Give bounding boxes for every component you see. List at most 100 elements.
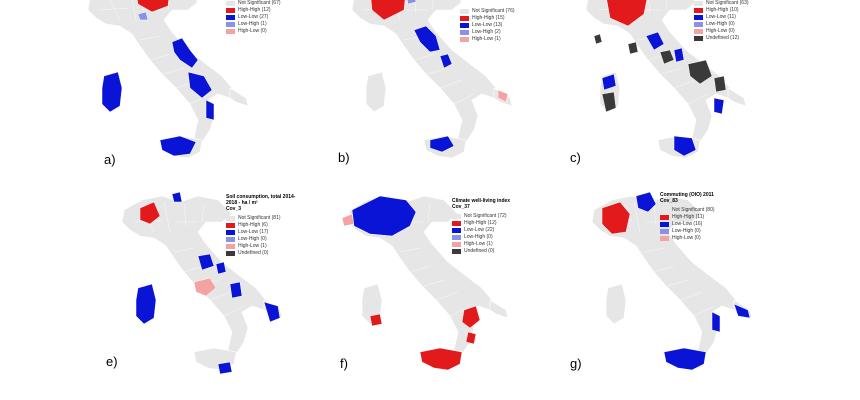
legend-item: High-High (15) [460, 15, 515, 22]
legend-item: Not Significant (76) [460, 8, 515, 15]
panel-letter: b) [338, 150, 350, 165]
legend-label: High-High (15) [472, 15, 505, 21]
legend-swatch [226, 216, 235, 221]
panel-b: Not Significant (76) High-High (15) Low-Lo… [330, 0, 616, 200]
legend-item: Low-High (0) [660, 228, 715, 235]
panel-letter: e) [106, 354, 118, 369]
legend-label: High-High (12) [238, 7, 271, 13]
legend-label: Not Significant (76) [472, 8, 515, 14]
legend-swatch [226, 237, 235, 242]
italy-map [121, 192, 283, 375]
legend-label: High-High (11) [672, 214, 705, 220]
legend-label: Not Significant (80) [672, 207, 715, 213]
legend-item: Low-Low (13) [460, 22, 515, 29]
legend-subtitle: Cov_83 [660, 198, 678, 204]
cluster-low-low [187, 71, 213, 99]
legend-label: Undefined (0) [238, 250, 269, 256]
cluster-low-low [413, 25, 441, 53]
legend-swatch [226, 29, 235, 34]
legend-label: Low-High (0) [464, 234, 493, 240]
cluster-high-high [606, 0, 648, 27]
legend-swatch [660, 222, 669, 227]
legend-swatch [226, 22, 235, 27]
legend-item: Not Significant (67) [226, 0, 281, 7]
legend: Not Significant (67) High-High (12) Low-Lo… [226, 0, 281, 35]
cluster-low-low [135, 283, 157, 325]
legend-label: High-High (10) [706, 7, 739, 13]
legend-label: Low-Low (17) [238, 229, 269, 235]
cluster-low-low [215, 261, 227, 275]
legend-swatch [660, 229, 669, 234]
cluster-high-high [601, 201, 631, 235]
legend-swatch [694, 29, 703, 34]
cluster-low-low [673, 135, 697, 157]
legend-label: High-Low (1) [238, 243, 267, 249]
legend-item: High-Low (0) [226, 28, 281, 35]
legend-title: Climate well-living index [452, 198, 511, 204]
legend-label: Low-Low (13) [472, 22, 503, 28]
legend-swatch [460, 9, 469, 14]
cluster-undefined [601, 91, 617, 113]
italy-map [341, 195, 509, 371]
legend-item: Low-High (1) [226, 21, 281, 28]
cluster-low-low [601, 73, 617, 91]
italy-map [351, 0, 513, 159]
cluster-high-low [497, 89, 509, 103]
legend-swatch [452, 221, 461, 226]
legend-item: Low-Low (17) [226, 229, 296, 236]
cluster-high-high [461, 305, 481, 329]
cluster-low-high [137, 11, 149, 21]
legend-item: High-Low (0) [694, 28, 749, 35]
legend-swatch [226, 1, 235, 6]
legend-swatch [452, 242, 461, 247]
legend-label: High-Low (1) [472, 36, 501, 42]
legend-swatch [460, 30, 469, 35]
panel-letter: f) [340, 356, 348, 371]
legend: Soil consumption, total 2014-2018 - ha /… [226, 194, 296, 257]
cluster-low-low [429, 135, 455, 153]
legend-label: Low-Low (22) [464, 227, 495, 233]
legend-item: High-Low (1) [452, 241, 510, 248]
cluster-low-low [263, 301, 281, 323]
legend-item: Low-High (0) [452, 234, 510, 241]
cluster-low-low [159, 135, 197, 157]
legend-item: Low-Low (22) [452, 227, 510, 234]
legend-swatch [660, 236, 669, 241]
panel-letter: c) [570, 150, 581, 165]
panel-letter: a) [104, 152, 116, 167]
cluster-high-high [465, 331, 477, 345]
cluster-high-low [193, 277, 217, 297]
legend-swatch [694, 8, 703, 13]
cluster-low-low [635, 192, 657, 213]
italy-map [585, 0, 747, 159]
legend-swatch [460, 37, 469, 42]
legend-item: Undefined (0) [226, 250, 296, 257]
cluster-undefined [627, 41, 639, 55]
legend-item: High-Low (0) [660, 235, 715, 242]
legend-label: High-Low (0) [672, 235, 701, 241]
legend-swatch [226, 244, 235, 249]
legend-swatch [694, 1, 703, 6]
cluster-low-low [197, 253, 215, 271]
italy-map [87, 0, 249, 159]
cluster-low-low [673, 47, 685, 63]
legend-label: Low-High (0) [706, 21, 735, 27]
cluster-undefined [687, 59, 713, 85]
legend-item: Undefined (12) [694, 35, 749, 42]
cluster-high-high [419, 347, 463, 371]
legend-swatch [694, 36, 703, 41]
legend-item: Not Significant (80) [660, 207, 715, 214]
legend-item: High-High (11) [660, 214, 715, 221]
legend-label: Low-High (1) [238, 21, 267, 27]
legend-item: Low-Low (16) [660, 221, 715, 228]
panel-e: Soil consumption, total 2014-2018 - ha /… [100, 192, 386, 392]
legend-item: Undefined (0) [452, 248, 510, 255]
cluster-low-low [205, 99, 215, 121]
cluster-low-low [171, 192, 183, 203]
cluster-low-low [439, 53, 453, 69]
panel-letter: g) [570, 356, 582, 371]
legend-swatch [694, 15, 703, 20]
legend-title: Commuting (OIO) 2011 [660, 192, 714, 198]
legend-subtitle: Cov_3 [226, 206, 242, 212]
legend-item: Not Significant (72) [452, 213, 510, 220]
